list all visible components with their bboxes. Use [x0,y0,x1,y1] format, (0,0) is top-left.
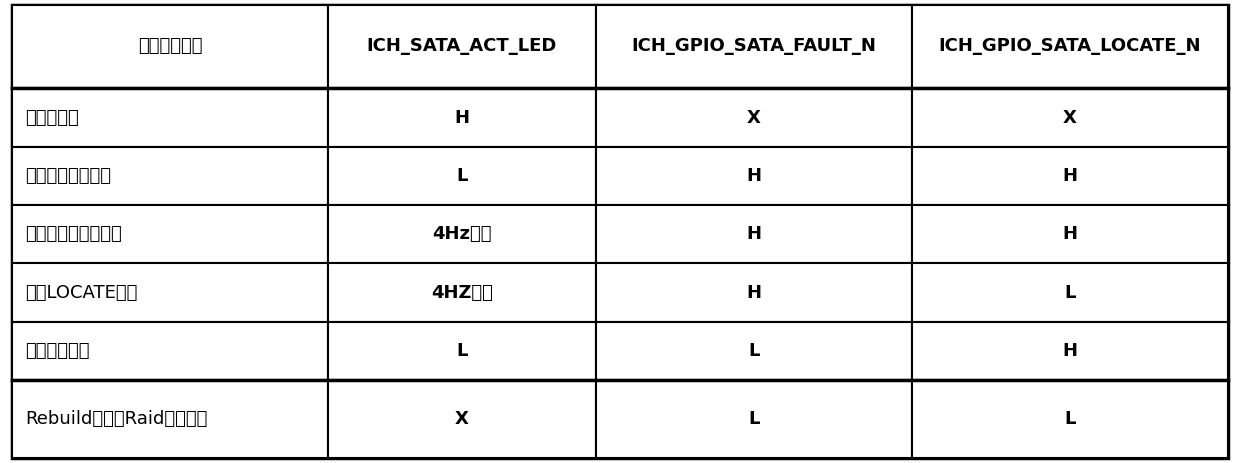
Bar [12,147,329,205]
Bar [329,380,595,458]
Text: L: L [1064,410,1075,428]
Bar [911,5,1228,88]
Bar [595,380,911,458]
Bar [329,147,595,205]
Text: L: L [1064,283,1075,301]
Text: ICH_GPIO_SATA_LOCATE_N: ICH_GPIO_SATA_LOCATE_N [939,38,1200,56]
Bar [329,5,595,88]
Text: Rebuild（没有Raid先预留）: Rebuild（没有Raid先预留） [25,410,207,428]
Bar [329,322,595,380]
Text: 硬盘在位但不活动: 硬盘在位但不活动 [25,167,110,185]
Text: H: H [1063,167,1078,185]
Bar [911,263,1228,322]
Text: H: H [1063,225,1078,243]
Bar [911,322,1228,380]
Text: ICH_GPIO_SATA_FAULT_N: ICH_GPIO_SATA_FAULT_N [631,38,877,56]
Bar [329,205,595,263]
Bar [12,88,329,147]
Text: L: L [748,410,759,428]
Text: L: L [456,342,467,360]
Text: L: L [456,167,467,185]
Text: X: X [746,108,760,126]
Text: X: X [455,410,469,428]
Text: 硬盘工作状态: 硬盘工作状态 [138,38,202,56]
Bar [595,5,911,88]
Bar [12,380,329,458]
Text: H: H [746,167,761,185]
Bar [595,322,911,380]
Bar [329,263,595,322]
Bar [595,147,911,205]
Text: 硬盘在位且数据活动: 硬盘在位且数据活动 [25,225,122,243]
Bar [12,263,329,322]
Bar [12,5,329,88]
Text: ICH_SATA_ACT_LED: ICH_SATA_ACT_LED [367,38,557,56]
Text: 硬盘不在位: 硬盘不在位 [25,108,78,126]
Text: H: H [455,108,470,126]
Text: 4Hz闪烁: 4Hz闪烁 [433,225,492,243]
Text: H: H [746,225,761,243]
Bar [329,88,595,147]
Bar [595,88,911,147]
Text: H: H [1063,342,1078,360]
Bar [12,322,329,380]
Bar [595,205,911,263]
Bar [12,205,329,263]
Bar [911,147,1228,205]
Text: X: X [1063,108,1076,126]
Bar [595,263,911,322]
Text: 定位LOCATE指示: 定位LOCATE指示 [25,283,138,301]
Text: 4HZ闪烁: 4HZ闪烁 [432,283,494,301]
Text: L: L [748,342,759,360]
Bar [911,88,1228,147]
Text: 硬盘工作异常: 硬盘工作异常 [25,342,89,360]
Bar [911,205,1228,263]
Bar [911,380,1228,458]
Text: H: H [746,283,761,301]
